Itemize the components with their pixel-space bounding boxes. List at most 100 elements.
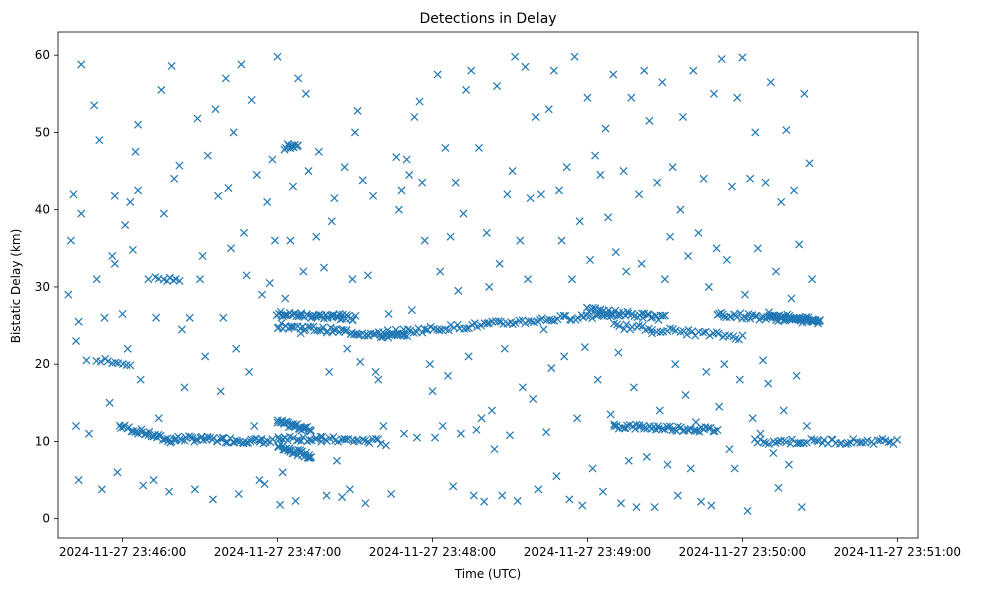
scatter-point-stroke [688,327,697,336]
scatter-point-stroke [441,143,450,152]
scatter-point [787,294,796,303]
scatter-point-stroke [185,313,194,322]
scatter-point [163,434,172,443]
scatter-point-stroke [658,78,667,87]
scatter-point-stroke [126,361,135,370]
scatter-point-stroke [562,163,571,172]
scatter-point [480,497,489,506]
scatter-point [624,456,633,465]
scatter-point [255,476,264,485]
scatter-point [423,325,432,334]
scatter-point [470,319,479,328]
scatter-point-stroke [392,153,401,162]
scatter-point-stroke [165,273,174,282]
scatter-point-stroke [280,311,289,320]
scatter-point [684,252,693,261]
scatter-point [707,501,716,510]
scatter-point-stroke [314,147,323,156]
scatter-point [167,437,176,446]
scatter-point [784,460,793,469]
scatter-point [738,53,747,62]
scatter-point-stroke [740,290,749,299]
scatter-point-stroke [656,328,665,337]
scatter-point [281,294,290,303]
scatter-point-stroke [622,267,631,276]
scatter-point [601,124,610,133]
scatter-point-stroke [134,186,143,195]
scatter-point [699,174,708,183]
x-tick-label: 2024-11-27 23:51:00 [834,545,961,559]
scatter-point [306,427,315,436]
scatter-point [526,194,535,203]
scatter-point [539,325,548,334]
scatter-point [415,97,424,106]
scatter-point [353,330,362,339]
scatter-point-stroke [477,414,486,423]
scatter-point [227,244,236,253]
scatter-point-stroke [235,437,244,446]
scatter-point-stroke [328,328,337,337]
scatter-point-stroke [678,112,688,122]
scatter-point-stroke [738,331,747,340]
scatter-point-stroke [360,331,369,340]
scatter-point-stroke [69,190,78,199]
scatter-point [692,426,701,435]
scatter-point-stroke [111,358,120,367]
scatter-point-stroke [819,435,829,445]
scatter-point-stroke [601,124,610,133]
scatter-point-stroke [813,317,822,326]
scatter-point-stroke [768,311,777,320]
scatter-point-stroke [353,106,362,115]
scatter-point-stroke [459,209,468,218]
scatter-point [126,197,135,206]
scatter-point [485,282,494,291]
scatter-point-stroke [216,434,225,443]
scatter-point [704,282,713,291]
scatter-point-stroke [446,232,455,241]
scatter-point [311,434,320,444]
y-tick-label: 20 [35,357,50,371]
scatter-point-stroke [573,314,582,323]
scatter-point [748,414,757,423]
scatter-point [340,163,349,172]
scatter-point [614,311,623,320]
scatter-point [583,93,592,102]
scatter-point [203,432,212,441]
scatter-point-stroke [771,438,780,448]
scatter-point-stroke [299,267,308,276]
scatter-point [232,344,241,353]
scatter-point [629,383,638,392]
scatter-point [190,485,199,494]
scatter-point-stroke [136,375,145,384]
scatter-point [159,209,168,218]
scatter-point [472,425,481,434]
scatter-point [383,326,392,335]
scatter-point [503,190,512,199]
scatter-point [435,326,444,335]
scatter-point [654,422,663,431]
scatter-point [454,286,463,295]
scatter-point-stroke [766,78,775,87]
scatter-point-stroke [339,326,348,335]
scatter-point [606,410,615,419]
scatter-point [609,70,618,79]
x-axis-label: Time (UTC) [454,567,521,581]
scatter-point-stroke [573,414,582,423]
scatter-point-stroke [776,436,785,445]
scatter-point-stroke [721,331,730,340]
scatter-point-stroke [511,52,520,61]
scatter-point-stroke [232,344,241,353]
scatter-point-stroke [694,228,703,237]
scatter-point [616,499,626,508]
scatter-point-stroke [374,435,383,444]
scatter-point-stroke [296,329,305,338]
scatter-point [403,325,412,334]
scatter-point [893,435,902,444]
scatter-point-stroke [348,316,357,325]
scatter-point [314,147,323,156]
scatter-point [559,311,568,320]
scatter-point-stroke [527,317,536,326]
scatter-point-stroke [383,326,392,335]
scatter-point [331,436,340,445]
scatter-point-stroke [583,93,592,102]
